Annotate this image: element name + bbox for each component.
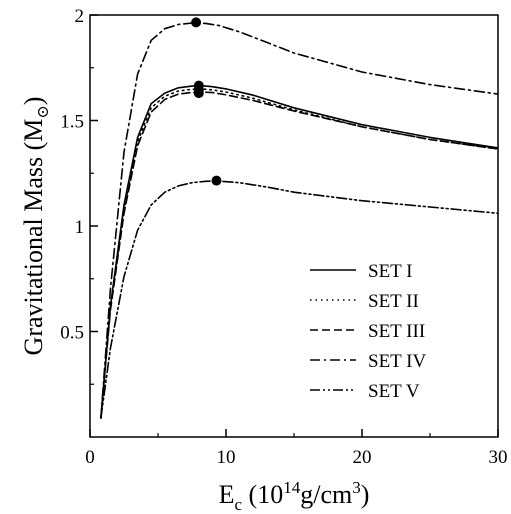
y-tick-label-0: 0.5 (60, 323, 84, 344)
series-line-4 (100, 22, 499, 419)
y-axis-label: Gravitational Mass (M⊙) (19, 97, 52, 356)
legend-label-4: SET IV (368, 351, 427, 372)
legend-label-3: SET III (368, 321, 425, 342)
legend-label-2: SET II (368, 291, 419, 312)
axis-tick-labels: 0 10 20 30 0.5 1 1.5 2 (60, 6, 507, 468)
legend-label-5: SET V (368, 381, 420, 402)
x-tick-label-0: 0 (85, 447, 95, 468)
y-tick-label-2: 1.5 (60, 112, 84, 133)
y-tick-label-1: 1 (75, 217, 85, 238)
series-line-5 (100, 180, 499, 419)
plot-frame (89, 14, 499, 438)
x-tick-label-3: 30 (489, 447, 508, 468)
max-mass-markers (191, 17, 222, 186)
series-line-3 (100, 91, 499, 419)
max-mass-marker-3 (193, 88, 204, 99)
legend: SET I SET II SET III SET IV SET V (310, 261, 427, 402)
x-axis-label: Ec (1014g/cm3) (219, 478, 370, 514)
curves-layer (100, 22, 499, 419)
x-tick-label-2: 20 (353, 447, 372, 468)
x-tick-label-1: 10 (217, 447, 236, 468)
series-line-1 (100, 84, 499, 419)
max-mass-marker-4 (191, 17, 202, 28)
axis-ticks (89, 14, 499, 437)
y-tick-label-3: 2 (75, 6, 85, 27)
max-mass-marker-5 (211, 175, 222, 186)
legend-label-1: SET I (368, 261, 413, 282)
